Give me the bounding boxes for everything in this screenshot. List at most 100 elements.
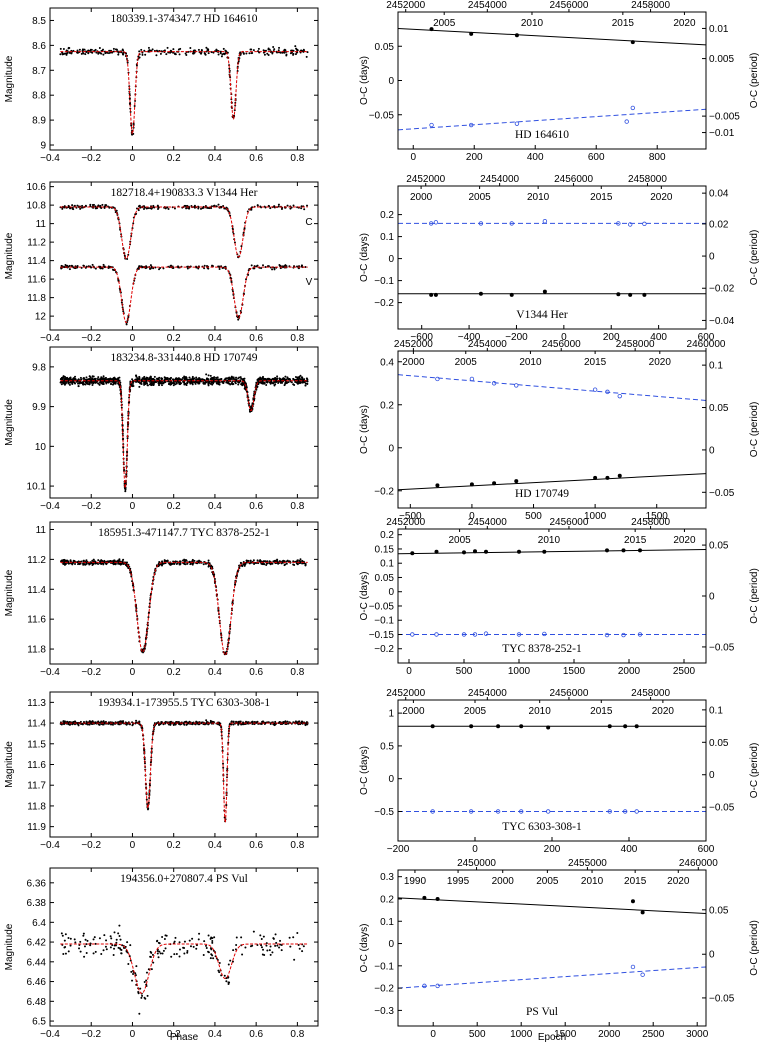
- data-point: [225, 980, 228, 983]
- data-point: [121, 560, 124, 563]
- data-point: [302, 945, 305, 948]
- data-point: [186, 204, 189, 207]
- data-point: [225, 650, 228, 653]
- model-curve: [60, 206, 308, 260]
- data-point: [78, 947, 81, 950]
- data-point: [253, 267, 256, 270]
- data-point: [175, 952, 178, 955]
- top-jd-tick-label: 2458000: [631, 0, 670, 11]
- data-point: [141, 994, 144, 997]
- data-point: [256, 204, 259, 207]
- data-point: [149, 264, 152, 267]
- data-points: [59, 719, 309, 823]
- data-point: [68, 268, 71, 271]
- secondary-point: [410, 632, 415, 637]
- data-point: [143, 381, 146, 384]
- data-point: [152, 575, 155, 578]
- data-point: [222, 762, 225, 765]
- y-tick-label: 0.05: [375, 573, 395, 584]
- data-point: [94, 560, 97, 563]
- x-tick-label: 200: [544, 844, 561, 855]
- data-point: [197, 48, 200, 51]
- data-point: [130, 970, 133, 973]
- data-point: [237, 383, 240, 386]
- data-point: [138, 1012, 141, 1015]
- top-year-tick-label: 2020: [650, 192, 673, 203]
- data-point: [82, 563, 85, 566]
- data-point: [62, 953, 65, 956]
- right-tick-label: −0.05: [709, 642, 735, 653]
- data-point: [112, 953, 115, 956]
- data-point: [279, 381, 282, 384]
- y-tick-label: 12: [35, 312, 47, 323]
- data-point: [91, 375, 94, 378]
- data-point: [76, 51, 79, 54]
- data-point: [99, 265, 102, 268]
- data-point: [207, 561, 210, 564]
- data-point: [228, 981, 231, 984]
- y-tick-label: −0.1: [374, 616, 394, 627]
- data-point: [301, 376, 304, 379]
- data-point: [169, 721, 172, 724]
- primary-point: [435, 896, 440, 901]
- data-point: [86, 383, 89, 386]
- data-point: [60, 560, 62, 563]
- data-point: [278, 46, 281, 49]
- data-point: [286, 204, 289, 207]
- secondary-point: [519, 809, 524, 814]
- data-point: [80, 52, 83, 55]
- data-point: [179, 723, 182, 726]
- data-point: [159, 381, 162, 384]
- data-point: [172, 384, 175, 387]
- top-jd-tick-label: 2460000: [687, 339, 726, 350]
- light-curve-panel-2: C V −0.4 −0.2 0 0.2 0.4 0.6 0.8 10.6 10.8 11 11.2 11.…: [4, 181, 319, 344]
- data-point: [185, 723, 188, 726]
- data-point: [115, 938, 118, 941]
- data-point: [178, 53, 181, 56]
- data-point: [143, 49, 146, 52]
- data-point: [77, 385, 80, 388]
- y-tick-label: 0: [388, 76, 394, 87]
- model-curve: [60, 722, 308, 823]
- data-point: [150, 382, 153, 385]
- data-point: [73, 938, 76, 941]
- right-tick-label: 0.04: [709, 189, 729, 200]
- data-point: [211, 954, 214, 957]
- panel-title: 183234.8-331440.8 HD 170749: [111, 352, 258, 364]
- data-point: [207, 267, 210, 270]
- data-point: [232, 720, 235, 723]
- x-tick-label: −0.4: [40, 667, 60, 678]
- data-point: [198, 377, 201, 380]
- data-point: [264, 560, 267, 563]
- primary-point: [473, 549, 477, 554]
- y-tick-label: 6.46: [27, 977, 47, 988]
- x-tick-label: 0.2: [167, 501, 181, 512]
- data-point: [296, 559, 299, 562]
- y-tick-label: 11.8: [27, 293, 46, 304]
- right-tick-label: 0.05: [709, 738, 729, 749]
- data-point: [77, 382, 80, 385]
- data-point: [188, 207, 191, 210]
- data-point: [100, 720, 103, 723]
- data-point: [276, 558, 279, 561]
- data-point: [162, 382, 165, 385]
- data-point: [97, 52, 100, 55]
- data-point: [137, 209, 140, 212]
- data-point: [73, 559, 76, 562]
- data-point: [178, 941, 181, 944]
- y-tick-label: 8.8: [32, 91, 46, 102]
- x-tick-label: 0: [410, 152, 416, 163]
- data-point: [222, 47, 225, 50]
- data-point: [113, 944, 116, 947]
- secondary-point: [430, 809, 435, 814]
- top-jd-tick-label: 2456000: [549, 517, 588, 528]
- top-jd-tick-label: 2458000: [631, 517, 670, 528]
- top-year-tick-label: 1990: [404, 876, 427, 887]
- y-axis-label-right: O-C (period): [749, 568, 760, 624]
- data-point: [102, 263, 105, 266]
- data-point: [137, 990, 140, 993]
- data-point: [203, 267, 206, 270]
- data-point: [228, 727, 231, 730]
- data-point: [300, 49, 303, 52]
- data-point: [147, 616, 150, 619]
